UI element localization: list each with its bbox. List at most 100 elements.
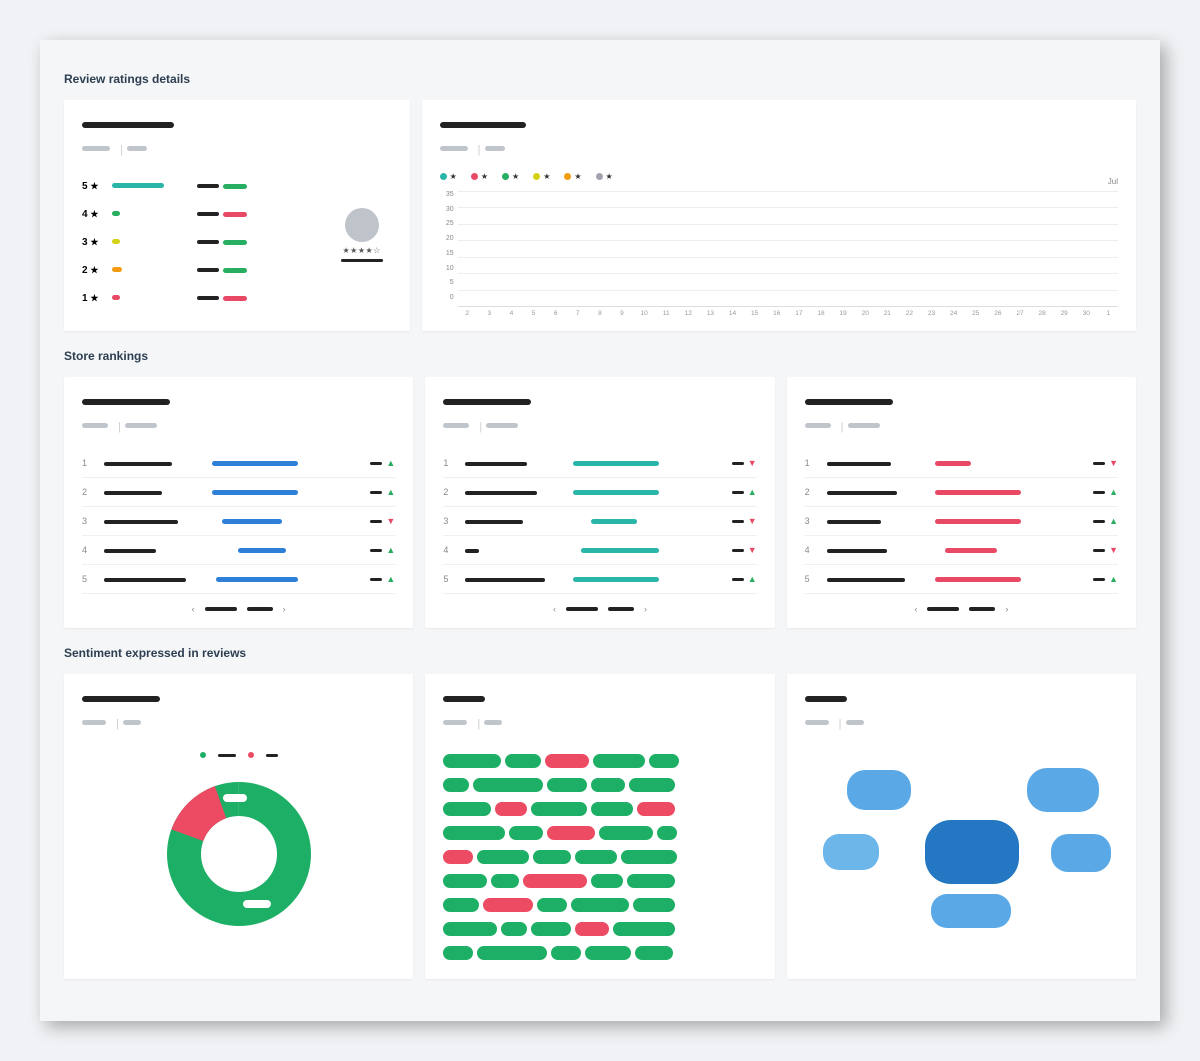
- bubble[interactable]: [847, 770, 911, 810]
- card-header: |: [805, 690, 1118, 732]
- sentiment-tag[interactable]: [531, 922, 571, 936]
- sentiment-tag[interactable]: [533, 850, 571, 864]
- sentiment-tag[interactable]: [443, 922, 497, 936]
- pager-next-icon[interactable]: ›: [283, 604, 286, 614]
- month-label: Jul: [1108, 177, 1118, 186]
- trend-icon: ▼: [1109, 545, 1118, 555]
- rank-row[interactable]: 4 ▼: [443, 536, 756, 565]
- rank-row[interactable]: 1 ▲: [82, 449, 395, 478]
- rank-row[interactable]: 2 ▲: [443, 478, 756, 507]
- sentiment-tag[interactable]: [509, 826, 543, 840]
- sentiment-tag[interactable]: [443, 754, 501, 768]
- rating-row: 1 ★: [82, 284, 314, 312]
- sentiment-tag[interactable]: [495, 802, 527, 816]
- sentiment-tag[interactable]: [627, 874, 675, 888]
- bubble[interactable]: [931, 894, 1011, 928]
- sentiment-tag[interactable]: [657, 826, 677, 840]
- section-title-rankings: Store rankings: [64, 349, 1136, 363]
- sentiment-tag[interactable]: [591, 874, 623, 888]
- pager[interactable]: ‹ ›: [443, 604, 756, 614]
- rank-row[interactable]: 3 ▲: [805, 507, 1118, 536]
- trend-icon: ▲: [1109, 487, 1118, 497]
- sentiment-tag[interactable]: [621, 850, 677, 864]
- rank-row[interactable]: 1 ▼: [805, 449, 1118, 478]
- sentiment-tag[interactable]: [531, 802, 587, 816]
- sentiment-tag[interactable]: [585, 946, 631, 960]
- rank-row[interactable]: 2 ▲: [82, 478, 395, 507]
- sentiment-tag[interactable]: [635, 946, 673, 960]
- sentiment-tag[interactable]: [629, 778, 675, 792]
- bubble[interactable]: [823, 834, 879, 870]
- sentiment-tag[interactable]: [505, 754, 541, 768]
- sentiment-tag[interactable]: [591, 778, 625, 792]
- avg-rating-block: ★★★★☆: [332, 172, 392, 262]
- pager-prev-icon[interactable]: ‹: [553, 604, 556, 614]
- sentiment-tag[interactable]: [443, 826, 505, 840]
- rating-label: 2 ★: [82, 265, 112, 276]
- sentiment-tag[interactable]: [443, 778, 469, 792]
- chart-plot: [458, 191, 1118, 307]
- bubble[interactable]: [1027, 768, 1099, 812]
- legend-item: ★: [440, 172, 457, 181]
- rank-row[interactable]: 3 ▼: [443, 507, 756, 536]
- rank-row[interactable]: 5 ▲: [82, 565, 395, 594]
- sentiment-tag[interactable]: [477, 946, 547, 960]
- trend-icon: ▼: [748, 458, 757, 468]
- sentiment-tag[interactable]: [591, 802, 633, 816]
- rank-row[interactable]: 5 ▲: [443, 565, 756, 594]
- y-axis: 35302520151050: [440, 191, 454, 301]
- bubble[interactable]: [1051, 834, 1111, 872]
- tag-cloud: [443, 746, 756, 965]
- rank-row[interactable]: 3 ▼: [82, 507, 395, 536]
- sentiment-tag[interactable]: [599, 826, 653, 840]
- trend-icon: ▲: [386, 545, 395, 555]
- sentiment-tag[interactable]: [523, 874, 587, 888]
- card-ranking: | 1 ▼ 2 ▲ 3 ▲ 4: [787, 377, 1136, 628]
- pager-prev-icon[interactable]: ‹: [192, 604, 195, 614]
- bubble[interactable]: [925, 820, 1019, 884]
- sentiment-tag[interactable]: [473, 778, 543, 792]
- sentiment-tag[interactable]: [613, 922, 675, 936]
- donut-chart: [149, 766, 329, 938]
- sentiment-tag[interactable]: [491, 874, 519, 888]
- rank-row[interactable]: 1 ▼: [443, 449, 756, 478]
- pager-next-icon[interactable]: ›: [644, 604, 647, 614]
- sentiment-tag[interactable]: [633, 898, 675, 912]
- sentiment-tag[interactable]: [443, 850, 473, 864]
- sentiment-tag[interactable]: [637, 802, 675, 816]
- bubble-chart: [805, 746, 1118, 936]
- sentiment-tag[interactable]: [593, 754, 645, 768]
- legend-item: ★: [596, 172, 613, 181]
- legend-item: ★: [533, 172, 550, 181]
- sentiment-tag[interactable]: [649, 754, 679, 768]
- sentiment-tag[interactable]: [547, 778, 587, 792]
- rating-row: 2 ★: [82, 256, 314, 284]
- rank-row[interactable]: 4 ▼: [805, 536, 1118, 565]
- sentiment-tag[interactable]: [443, 874, 487, 888]
- sentiment-tag[interactable]: [443, 802, 491, 816]
- sentiment-tag[interactable]: [547, 826, 595, 840]
- rating-row: 3 ★: [82, 228, 314, 256]
- pager-prev-icon[interactable]: ‹: [914, 604, 917, 614]
- pager-next-icon[interactable]: ›: [1005, 604, 1008, 614]
- sentiment-tag[interactable]: [571, 898, 629, 912]
- sentiment-tag[interactable]: [483, 898, 533, 912]
- card-header: |: [805, 393, 1118, 435]
- sentiment-tag[interactable]: [551, 946, 581, 960]
- sentiment-tag[interactable]: [537, 898, 567, 912]
- sentiment-tag[interactable]: [443, 946, 473, 960]
- rank-row[interactable]: 2 ▲: [805, 478, 1118, 507]
- sentiment-tag[interactable]: [443, 898, 479, 912]
- sentiment-tag[interactable]: [575, 850, 617, 864]
- rank-row[interactable]: 5 ▲: [805, 565, 1118, 594]
- trend-icon: ▲: [748, 574, 757, 584]
- sentiment-tag[interactable]: [545, 754, 589, 768]
- trend-icon: ▼: [748, 545, 757, 555]
- sentiment-tag[interactable]: [477, 850, 529, 864]
- pager[interactable]: ‹ ›: [805, 604, 1118, 614]
- sentiment-tag[interactable]: [575, 922, 609, 936]
- sentiment-tag[interactable]: [501, 922, 527, 936]
- pager[interactable]: ‹ ›: [82, 604, 395, 614]
- rank-row[interactable]: 4 ▲: [82, 536, 395, 565]
- card-header: |: [443, 690, 756, 732]
